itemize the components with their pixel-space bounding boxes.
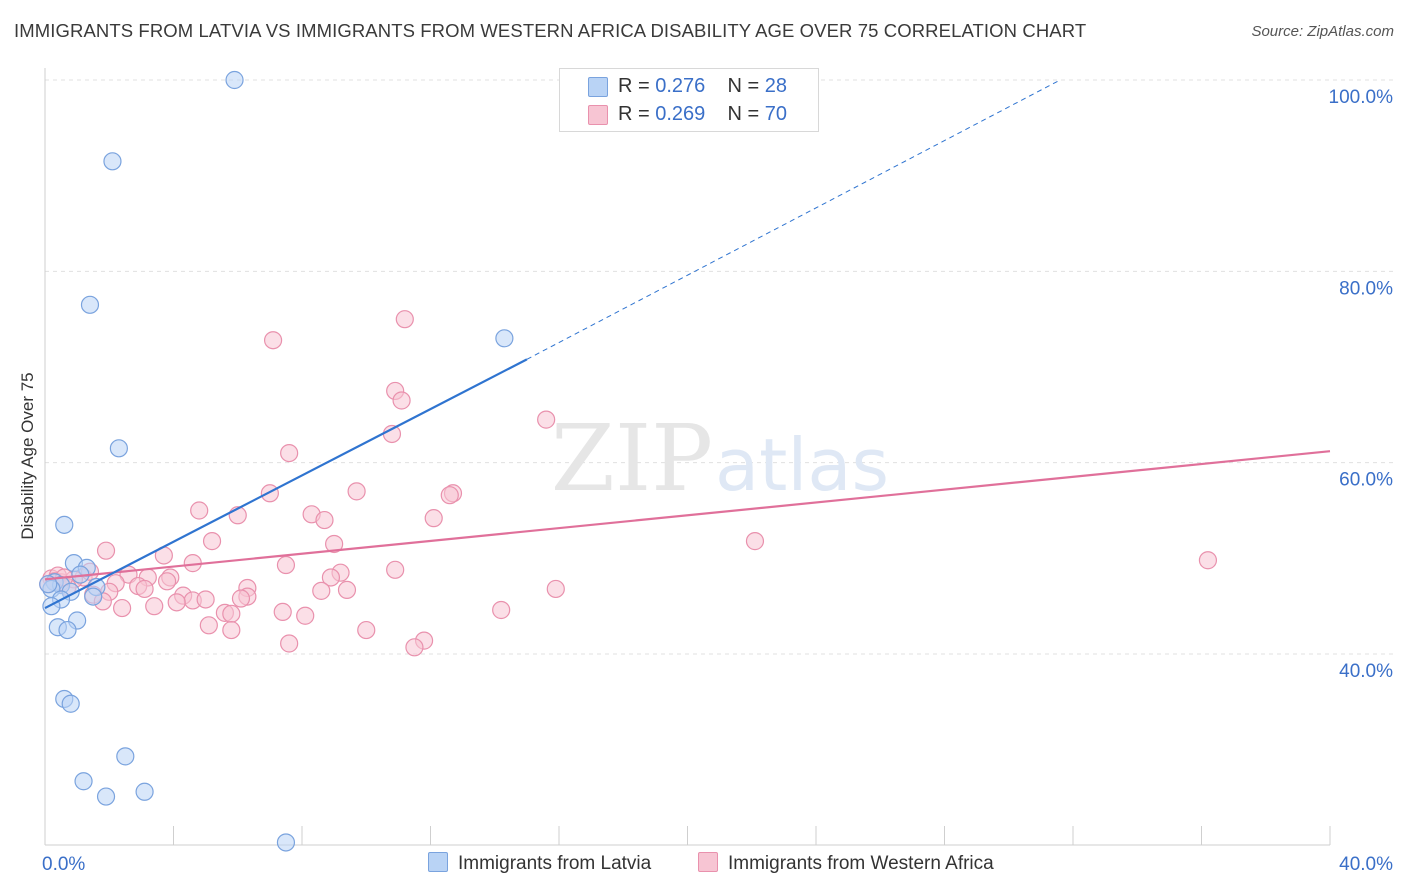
wafrica-point [263,331,283,350]
wafrica-point [222,620,241,640]
wafrica-point [357,620,376,640]
latvia-point [109,439,128,458]
y-tick-label: 80.0% [1339,278,1393,299]
latvia-trend-line [44,358,528,610]
wafrica-point [296,606,315,625]
wafrica-point [202,532,222,551]
wafrica-point [321,568,341,587]
wafrica-point [157,572,177,591]
y-tick-label: 100.0% [1329,87,1394,108]
wafrica-n-value: 70 [764,103,788,125]
watermark-atlas: atlas [715,423,889,507]
trend-lines [44,79,1331,610]
wafrica-r-value: 0.269 [655,103,706,125]
wafrica-point [395,310,414,329]
latvia-n-value: 28 [764,75,788,97]
watermark: ZIP atlas [551,405,889,512]
wafrica-point [276,555,296,575]
latvia-point [84,587,103,606]
tick-labels: 40.0% 60.0% 80.0% 100.0% 0.0% 40.0% [42,87,1393,875]
latvia-trend-extension [526,79,1061,360]
latvia-n-label: N = [727,75,765,97]
grid-lines [45,79,1395,655]
bottom-wafrica-swatch [698,852,718,872]
latvia-point [276,833,296,852]
wafrica-point [440,486,459,505]
latvia-point [61,694,80,713]
latvia-point [495,329,514,348]
wafrica-n-label: N = [727,103,765,125]
latvia-points [39,70,514,852]
wafrica-point [1198,551,1218,570]
wafrica-point [222,604,241,623]
watermark-zip: ZIP [551,405,713,512]
wafrica-point [424,509,443,528]
latvia-point [80,295,100,314]
source-label: Source: ZipAtlas.com [1251,23,1394,40]
bottom-legend-wafrica[interactable]: Immigrants from Western Africa [698,852,994,875]
wafrica-point [325,534,344,554]
wafrica-swatch [588,105,608,125]
wafrica-point [392,391,411,410]
latvia-point [55,515,74,534]
latvia-point [116,747,135,766]
latvia-point [96,787,116,806]
wafrica-point [199,616,218,635]
wafrica-trend-line [44,450,1331,581]
wafrica-point [145,597,164,616]
wafrica-point [315,510,334,530]
latvia-point [225,70,244,90]
wafrica-point [312,581,331,600]
latvia-point [58,620,77,640]
latvia-point [135,782,154,801]
y-tick-label: 60.0% [1339,470,1393,491]
chart-title: IMMIGRANTS FROM LATVIA VS IMMIGRANTS FRO… [14,20,1087,41]
bottom-latvia-label: Immigrants from Latvia [458,853,652,874]
wafrica-point [347,482,366,501]
wafrica-point [337,580,357,600]
latvia-swatch [588,77,608,97]
wafrica-point [167,593,186,612]
y-tick-label: 40.0% [1339,661,1393,682]
axes [44,68,1331,846]
wafrica-point [231,589,251,608]
wafrica-point [280,634,299,653]
wafrica-r-label: R = [618,103,656,125]
wafrica-point [135,579,154,599]
latvia-point [103,152,122,171]
legend-box: R = 0.276 N = 28 R = 0.269 N = 70 [559,68,819,132]
wafrica-point [280,444,299,463]
x-tick-label: 40.0% [1339,854,1393,875]
latvia-r-label: R = [618,75,656,97]
wafrica-point [405,638,424,657]
wafrica-point [260,484,279,503]
latvia-point [42,597,61,616]
wafrica-point [190,501,209,520]
wafrica-point [386,560,405,579]
wafrica-point [745,532,765,551]
bottom-latvia-swatch [428,852,448,872]
latvia-r-value: 0.276 [655,75,706,97]
latvia-point [39,575,58,594]
wafrica-point [96,541,116,560]
wafrica-point [196,590,215,609]
wafrica-point [546,579,565,599]
wafrica-point [537,410,556,429]
wafrica-point [273,602,292,622]
latvia-point [74,772,93,791]
x-tick-label: 0.0% [42,854,85,875]
bottom-wafrica-label: Immigrants from Western Africa [728,853,994,874]
wafrica-point [112,598,132,618]
bottom-legend-latvia[interactable]: Immigrants from Latvia [428,852,651,875]
wafrica-point [492,600,511,620]
